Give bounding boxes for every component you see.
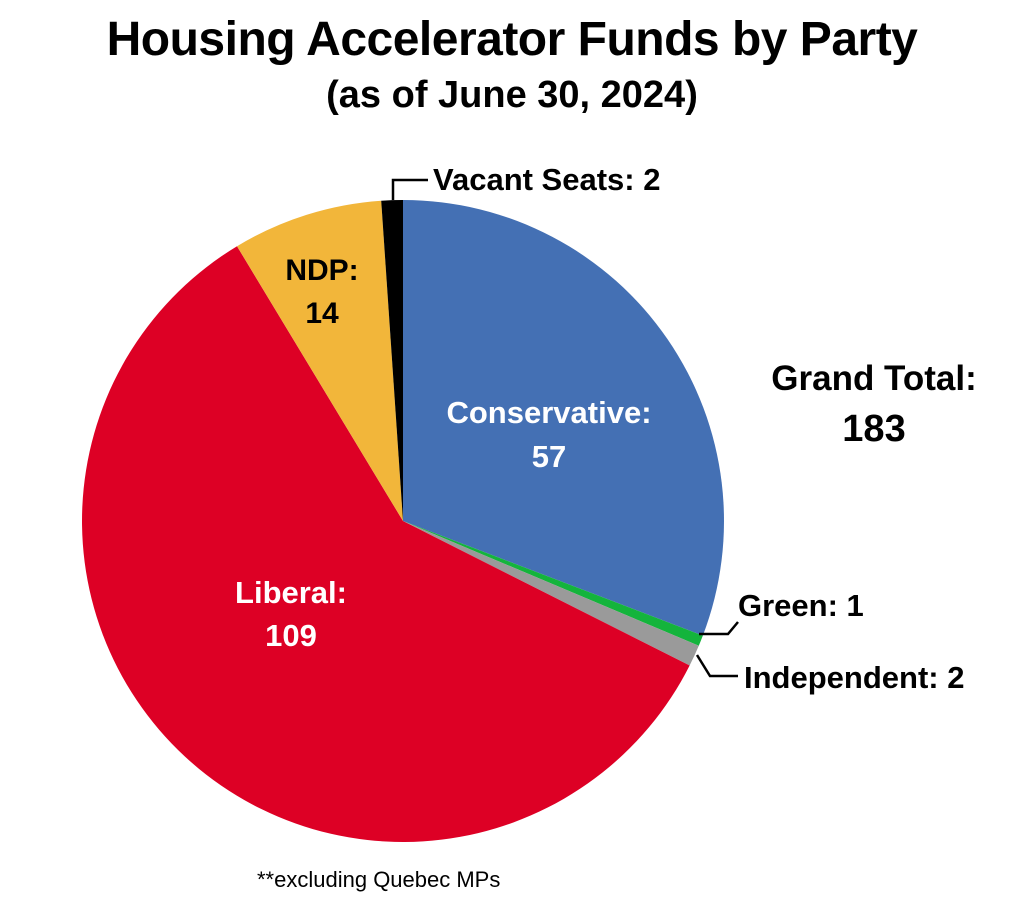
- slice-value-conservative: 57: [532, 439, 566, 474]
- leader-line-vacant-seats: [391, 178, 428, 200]
- grand-total-value: 183: [842, 408, 906, 450]
- slice-value-ndp: 14: [305, 297, 339, 330]
- pie-slice-vacant-seats: [381, 200, 403, 521]
- slice-label-liberal: Liberal:: [235, 575, 347, 610]
- leader-line-green: [699, 621, 739, 636]
- chart-title: Housing Accelerator Funds by Party: [106, 13, 918, 66]
- pie-slice-green: [403, 521, 703, 646]
- slice-label-vacant-seats: Vacant Seats: 2: [433, 162, 660, 197]
- slice-label-conservative: Conservative:: [446, 395, 651, 430]
- slice-label-green: Green: 1: [738, 588, 864, 623]
- slice-labels: Conservative: 57 Green: 1 Independent: 2 Lib…: [235, 162, 964, 695]
- slice-label-ndp: NDP:: [285, 254, 358, 287]
- leader-line-independent: [695, 654, 738, 678]
- leader-lines: [391, 178, 739, 678]
- pie-slices: [82, 200, 724, 842]
- pie-slice-ndp: [237, 200, 403, 522]
- pie-slice-liberal: [82, 246, 690, 842]
- footnote: **excluding Quebec MPs: [257, 867, 501, 892]
- grand-total-label: Grand Total:: [771, 359, 977, 398]
- slice-value-liberal: 109: [265, 618, 317, 653]
- slice-label-independent: Independent: 2: [744, 660, 964, 695]
- pie-slice-independent: [403, 521, 699, 666]
- pie-slice-conservative: [403, 200, 724, 636]
- chart-subtitle: (as of June 30, 2024): [326, 74, 698, 116]
